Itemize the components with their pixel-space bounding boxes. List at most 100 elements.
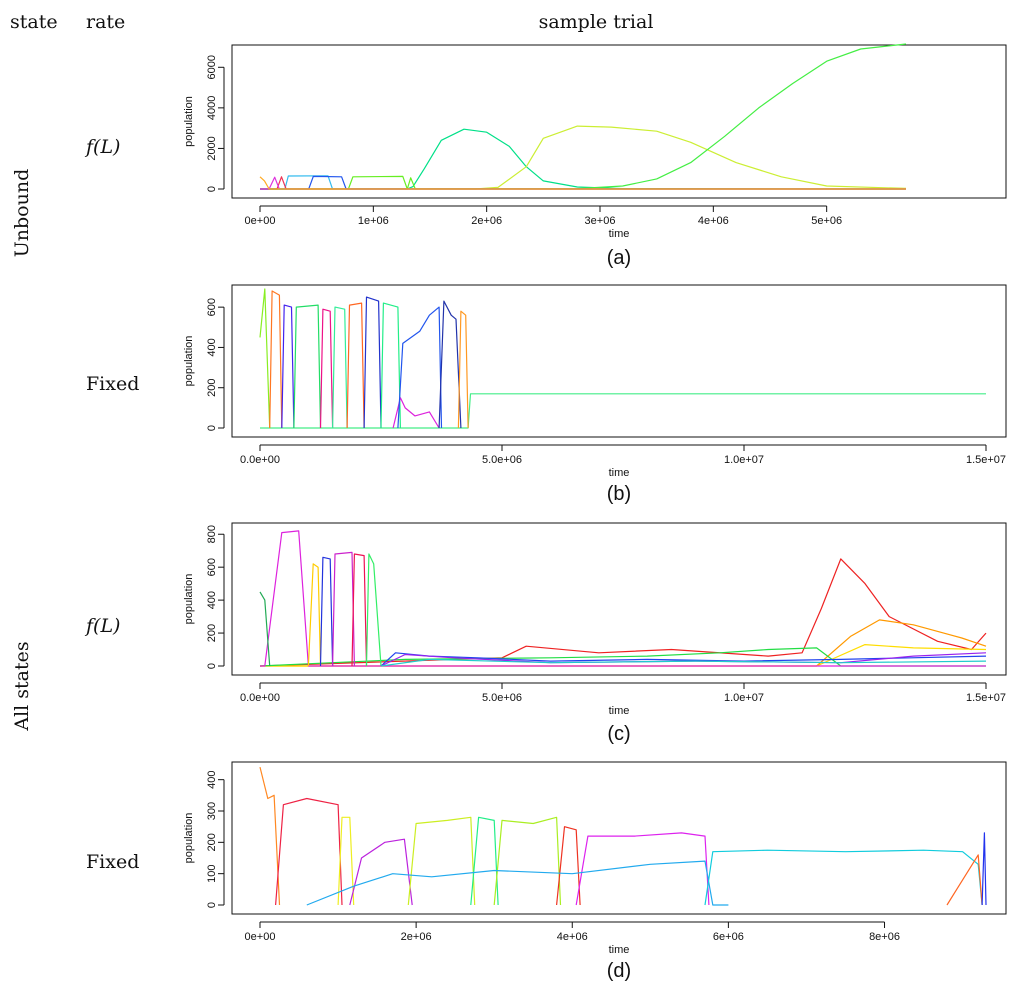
x-tick-label: 1e+06 [358, 215, 389, 227]
panel-label-a: (a) [607, 247, 631, 269]
series-line-c-7 [319, 556, 334, 667]
series-line-b-10 [380, 302, 401, 429]
plot-frame [231, 44, 1007, 199]
panel-label-b: (b) [607, 483, 631, 505]
x-tick-label: 1.5e+07 [966, 692, 1006, 704]
series-line-d-7 [493, 816, 562, 906]
plot-frame [231, 284, 1007, 438]
chart-panel-b: 0.0e+00 5.0e+06 1.0e+07 1.5e+07 time 0 200 400 6… [183, 284, 1007, 505]
series-line-b-5 [293, 304, 322, 429]
y-tick-label: 200 [206, 624, 218, 642]
y-tick-label: 0 [206, 902, 218, 908]
x-tick-label: 1.0e+07 [724, 454, 764, 466]
x-tick-label: 3e+06 [585, 215, 616, 227]
x-tick-label: 5.0e+06 [482, 692, 522, 704]
y-tick-label: 0 [206, 425, 218, 431]
x-axis: 0.0e+00 5.0e+06 1.0e+07 1.5e+07 [240, 444, 1006, 466]
x-tick-label: 0e+00 [245, 215, 276, 227]
series-line-b-4 [281, 304, 295, 429]
series-group [259, 43, 907, 190]
x-tick-label: 6e+06 [713, 931, 744, 943]
y-tick-label: 600 [206, 298, 218, 316]
y-tick-label: 200 [206, 833, 218, 851]
y-tick-label: 4000 [206, 96, 218, 120]
series-line-c-6 [307, 563, 322, 667]
y-axis-label: population [183, 574, 195, 625]
series-line-b-13 [438, 300, 462, 429]
series-line-b-8 [346, 302, 365, 429]
series-line-b-6 [319, 308, 334, 429]
x-tick-label: 1.5e+07 [966, 454, 1006, 466]
y-tick-label: 200 [206, 379, 218, 397]
series-line-c-14 [380, 658, 987, 667]
series-line-d-6 [470, 816, 499, 906]
y-tick-label: 0 [206, 186, 218, 192]
series-line-b-1 [260, 393, 986, 429]
x-axis-label: time [609, 228, 630, 240]
series-group [259, 288, 986, 429]
x-axis: 0.0e+00 5.0e+06 1.0e+07 1.5e+07 [240, 682, 1006, 704]
x-axis-label: time [609, 944, 630, 956]
series-line-d-12 [946, 854, 983, 906]
y-axis: 0 100 200 300 400 [206, 770, 225, 908]
x-axis-label: time [609, 705, 630, 717]
series-line-c-8 [332, 551, 355, 667]
series-line-b-9 [363, 296, 382, 429]
rate-label-c: f(L) [84, 615, 120, 637]
series-line-b-12 [397, 306, 443, 429]
y-tick-label: 6000 [206, 55, 218, 79]
y-axis: 0 200 400 600 [206, 298, 225, 431]
x-tick-label: 1.0e+07 [724, 692, 764, 704]
x-axis-label: time [609, 467, 630, 479]
panel-label-c: (c) [607, 723, 630, 745]
series-line-d-1 [259, 766, 281, 906]
x-tick-label: 4e+06 [698, 215, 729, 227]
series-group [259, 766, 987, 906]
series-line-b-7 [332, 306, 348, 429]
series-line-a-9 [259, 176, 906, 190]
x-axis: 0e+00 1e+06 2e+06 3e+06 4e+06 5e+06 [245, 205, 842, 227]
series-line-d-9 [575, 832, 710, 906]
y-axis-label: population [183, 813, 195, 864]
series-line-a-1 [260, 128, 907, 190]
y-tick-label: 100 [206, 864, 218, 882]
rate-label-a: f(L) [84, 136, 120, 158]
series-group [259, 530, 987, 667]
header-rate: rate [86, 11, 125, 33]
y-tick-label: 0 [206, 663, 218, 669]
series-line-d-10 [306, 860, 729, 906]
series-line-c-9 [351, 553, 368, 667]
series-line-c-4 [259, 647, 986, 667]
plot-frame [231, 522, 1007, 676]
series-line-a-6 [260, 175, 906, 190]
series-line-c-5 [260, 530, 986, 667]
panel-label-d: (d) [607, 960, 631, 982]
series-line-c-11 [259, 591, 271, 667]
series-line-d-3 [337, 816, 355, 906]
y-axis-label: population [183, 96, 195, 147]
x-tick-label: 0.0e+00 [240, 692, 280, 704]
x-tick-label: 0e+00 [245, 931, 276, 943]
y-tick-label: 2000 [206, 136, 218, 160]
series-line-a-2 [260, 125, 907, 190]
series-line-b-2 [259, 288, 271, 429]
series-line-c-1 [259, 558, 987, 667]
x-tick-label: 4e+06 [557, 931, 588, 943]
group-label-all-states: All states [11, 641, 33, 731]
y-tick-label: 600 [206, 558, 218, 576]
y-tick-label: 800 [206, 525, 218, 543]
chart-panel-c: 0.0e+00 5.0e+06 1.0e+07 1.5e+07 time 0 200 400 6… [183, 522, 1007, 745]
x-tick-label: 2e+06 [401, 931, 432, 943]
series-line-b-3 [269, 290, 283, 429]
rate-label-b: Fixed [86, 373, 139, 395]
x-tick-label: 2e+06 [471, 215, 502, 227]
series-line-a-3 [259, 43, 907, 190]
series-line-d-5 [407, 816, 476, 906]
series-line-d-11 [704, 849, 983, 906]
header-state: state [10, 11, 58, 33]
x-tick-label: 8e+06 [869, 931, 900, 943]
y-tick-label: 300 [206, 802, 218, 820]
y-tick-label: 400 [206, 338, 218, 356]
x-axis: 0e+00 2e+06 4e+06 6e+06 8e+06 [245, 921, 900, 943]
